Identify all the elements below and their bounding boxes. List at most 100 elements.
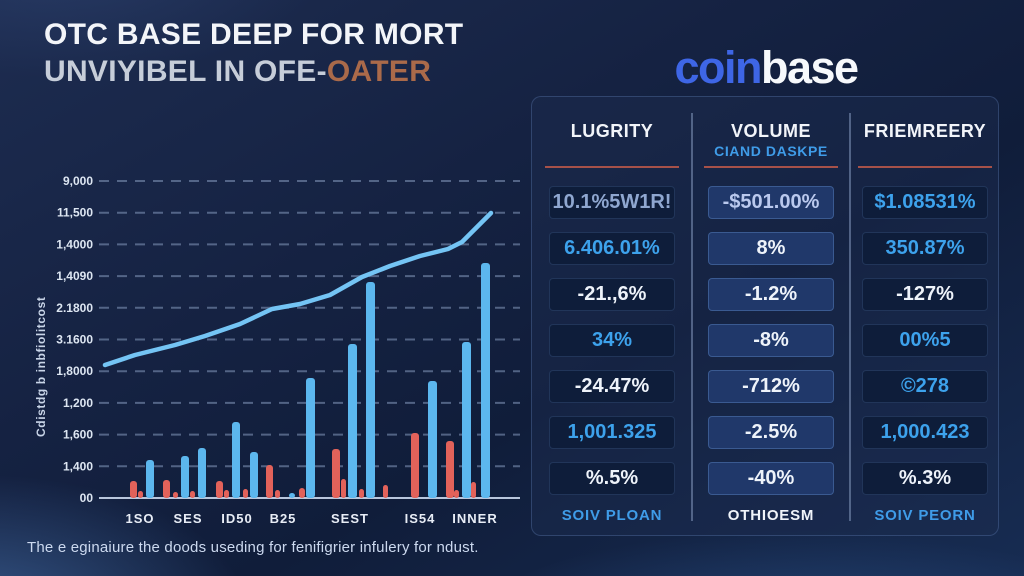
bar-red	[138, 491, 143, 498]
x-tick-label: ID50	[221, 511, 252, 526]
column-cells: 10.1%5W1R! 6.406.01% -21.,6% 34% -24.47% 1,00…	[549, 186, 675, 495]
table-col-0: LUGRITY 10.1%5W1R! 6.406.01% -21.,6% 34% -24…	[532, 97, 692, 535]
table-cell-value: 8%	[756, 237, 786, 259]
table-cell-value: -2.5%	[744, 421, 798, 443]
bar-red	[275, 490, 280, 498]
column-header: FRIEMREERY	[863, 121, 987, 141]
bar-red	[299, 488, 305, 498]
bar-blue	[462, 342, 471, 498]
bar-red	[411, 433, 419, 498]
y-tick-label: 1,200	[63, 396, 93, 410]
y-tick-label: 00	[80, 491, 94, 505]
column-header: VOLUME	[730, 121, 811, 141]
table-cell-value: -127%	[896, 283, 954, 305]
bar-red	[383, 485, 388, 498]
bar-blue	[348, 344, 357, 498]
table-cell: 8%	[708, 232, 834, 265]
table-cell: 6.406.01%	[549, 232, 675, 265]
table-cell: %.3%	[862, 462, 988, 495]
bar-red	[224, 490, 229, 498]
y-tick-label: 11,500	[57, 206, 93, 220]
combo-chart-svg: 9,000 11,500 1,4000 1,4090 2.1800 3.1600 1,800…	[56, 174, 520, 526]
table-cell-value: %.5%	[585, 467, 639, 489]
bar-blue	[198, 448, 206, 498]
table-cell: -40%	[708, 462, 834, 495]
bar-red	[163, 480, 170, 498]
table-cell: -712%	[708, 370, 834, 403]
table-cell-value: $1.08531%	[874, 191, 976, 213]
column-cells: -$501.00% 8% -1.2% -8% -712% -2.5% -40%	[708, 186, 834, 495]
table-cell: 34%	[549, 324, 675, 357]
table-cell-value: 1,000.423	[880, 421, 970, 443]
bar-red	[243, 489, 248, 498]
table-cell-value: ©278	[900, 375, 950, 397]
table-cell: 1,000.423	[862, 416, 988, 449]
table-cell-value: 1,001.325	[567, 421, 657, 443]
stats-panel: LUGRITY 10.1%5W1R! 6.406.01% -21.,6% 34% -24…	[531, 96, 999, 536]
header-rule	[704, 166, 838, 168]
table-cell-value: -21.,6%	[577, 283, 647, 305]
bar-red	[173, 492, 178, 498]
x-tick-label: SEST	[331, 511, 369, 526]
table-cell: -1.2%	[708, 278, 834, 311]
page-title: OTC BASE DEEP FOR MORT UNVIYIBEL IN OFE-…	[44, 16, 463, 90]
bar-red	[332, 449, 340, 498]
column-divider	[691, 113, 693, 521]
trend-line	[102, 210, 494, 368]
table-cell-value: 34%	[591, 329, 633, 351]
bar-blue	[481, 263, 490, 498]
y-tick-label: 3.1600	[56, 333, 93, 347]
x-tick-label: SES	[173, 511, 202, 526]
bar-blue	[289, 493, 295, 498]
bar-red	[130, 481, 137, 498]
table-cell: 10.1%5W1R!	[549, 186, 675, 219]
bar-red	[471, 482, 476, 498]
table-cell-value: -712%	[742, 375, 800, 397]
table-cell: -$501.00%	[708, 186, 834, 219]
column-footer: SOIV PLOAN	[561, 507, 663, 524]
x-tick-label: INNER	[452, 511, 497, 526]
table-cell-value: -$501.00%	[722, 191, 820, 213]
y-tick-label: 1,8000	[56, 364, 93, 378]
x-tick-label: B25	[270, 511, 297, 526]
table-col-2: FRIEMREERY $1.08531% 350.87% -127% 00%5 ©278…	[850, 97, 1000, 535]
table-col-1: VOLUME CIAND DASKPE -$501.00% 8% -1.2% -8% -…	[692, 97, 850, 535]
y-tick-label: 2.1800	[56, 301, 93, 315]
bar-red	[454, 490, 459, 498]
title-line-2: UNVIYIBEL IN OFE-OATER	[44, 53, 463, 90]
bar-blue	[250, 452, 258, 498]
bar-blue	[428, 381, 437, 498]
header-rule	[545, 166, 679, 168]
bar-red	[266, 465, 273, 498]
column-header: LUGRITY	[570, 121, 654, 141]
table-cell: -24.47%	[549, 370, 675, 403]
table-cell: 350.87%	[862, 232, 988, 265]
column-footer: OTHIOESM	[727, 507, 815, 524]
table-cell-value: -8%	[753, 329, 789, 351]
y-tick-label: 1,4000	[56, 237, 93, 251]
table-cell-value: 6.406.01%	[564, 237, 660, 259]
table-cell: -8%	[708, 324, 834, 357]
table-cell: -21.,6%	[549, 278, 675, 311]
table-cell-value: -24.47%	[574, 375, 650, 397]
table-cell: 1,001.325	[549, 416, 675, 449]
table-cell-value: 350.87%	[885, 237, 965, 259]
column-subheader: CIAND DASKPE	[714, 143, 828, 159]
bar-blue	[146, 460, 154, 498]
header-rule	[858, 166, 992, 168]
coinbase-logo-base: base	[760, 42, 859, 93]
table-cell-value: 00%5	[899, 329, 951, 351]
footnote-caption: The e eginaiure the doods useding for fe…	[27, 539, 479, 556]
y-tick-label: 1,4090	[56, 269, 93, 283]
bar-red	[446, 441, 454, 498]
table-cell: -2.5%	[708, 416, 834, 449]
title-line-2-light: UNVIYIBEL IN OFE-	[44, 55, 327, 88]
table-cell-value: -1.2%	[744, 283, 798, 305]
bar-blue	[366, 282, 375, 498]
table-cell-value: -40%	[747, 467, 795, 489]
bar-red	[216, 481, 223, 498]
x-tick-label: 1SO	[125, 511, 154, 526]
bar-blue	[181, 456, 189, 498]
y-tick-label: 1,400	[63, 459, 93, 473]
table-cell-value: %.3%	[898, 467, 952, 489]
